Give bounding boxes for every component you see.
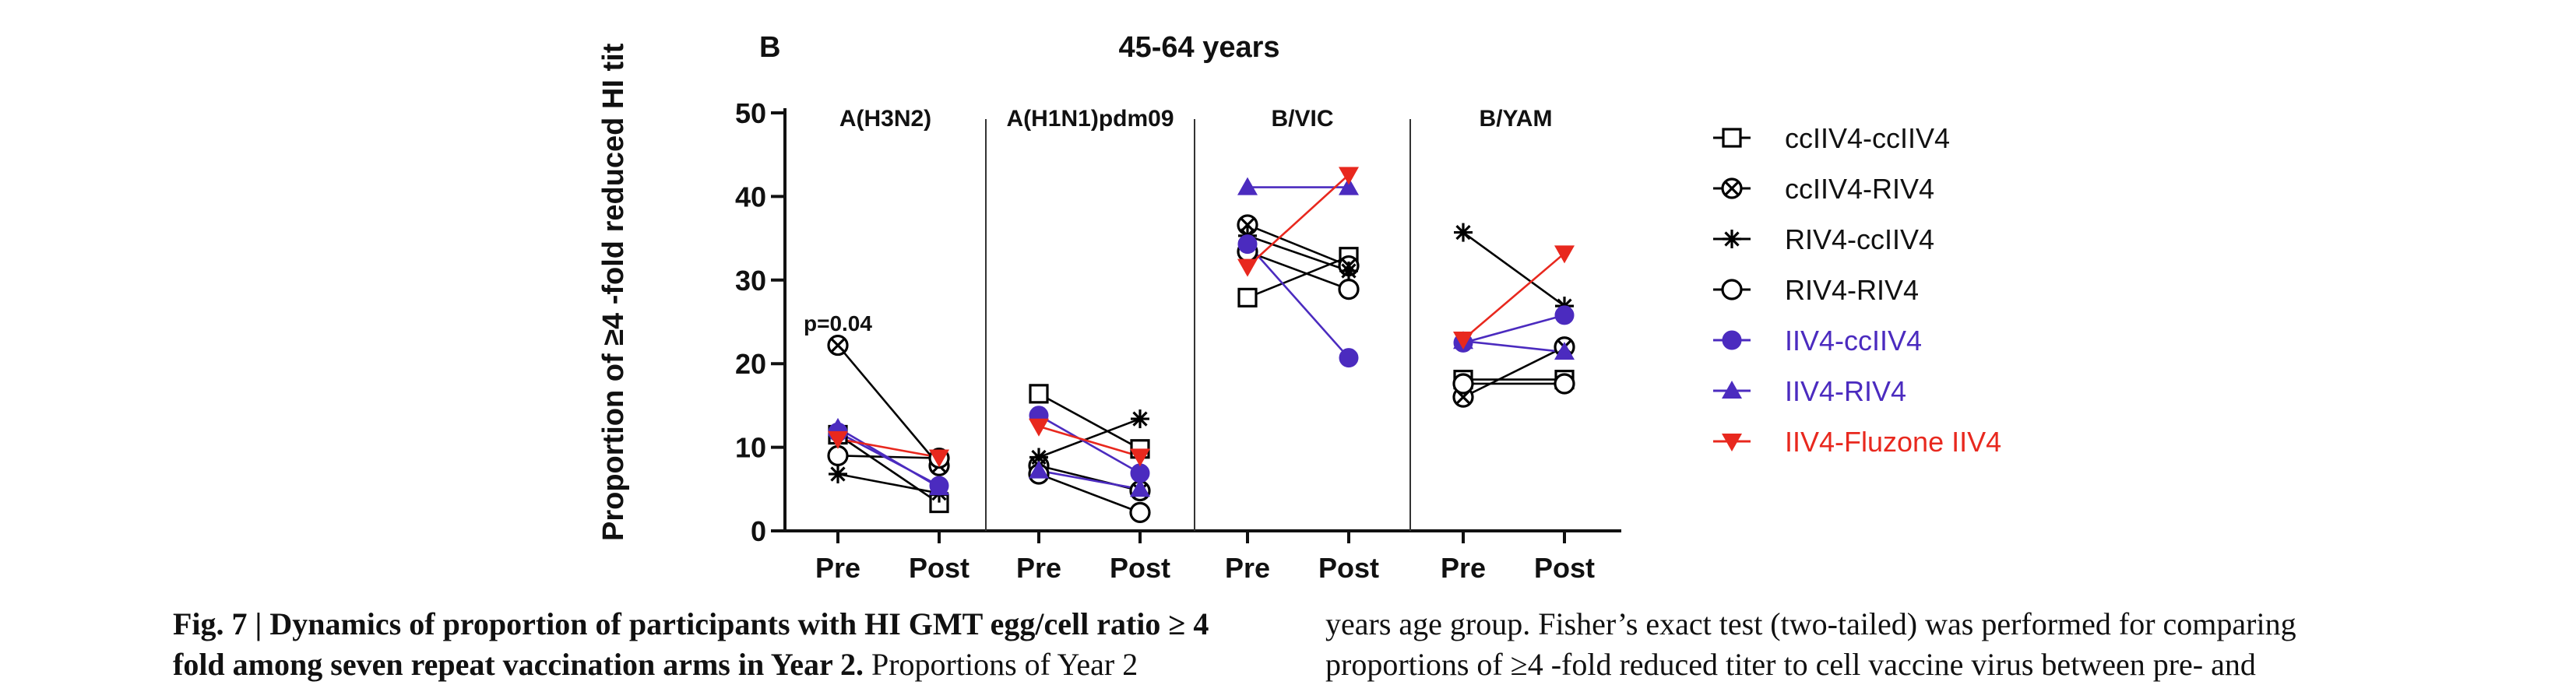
data-point — [828, 430, 848, 449]
caption-left-line2-regular: Proportions of Year 2 — [863, 647, 1138, 682]
legend-label: ccIIV4-RIV4 — [1785, 173, 1934, 205]
data-point — [1029, 384, 1049, 404]
data-point — [1339, 167, 1359, 185]
y-tick-label: 50 — [735, 97, 766, 129]
panel-title: B/YAM — [1480, 106, 1553, 132]
y-tick-label: 20 — [735, 348, 766, 380]
series-line — [1038, 425, 1141, 458]
legend-marker — [1722, 128, 1742, 148]
chart-series-layer — [827, 167, 1575, 523]
series-line — [837, 434, 940, 504]
data-point — [1339, 261, 1358, 280]
series-line — [1247, 174, 1350, 268]
series-line — [1462, 339, 1565, 353]
data-point — [1454, 223, 1473, 242]
panel-title: A(H3N2) — [839, 106, 931, 132]
caption-right: years age group. Fisher’s exact test (tw… — [1325, 604, 2296, 685]
caption-left-line1: Fig. 7 | Dynamics of proportion of parti… — [173, 606, 1209, 641]
data-point — [1453, 332, 1473, 350]
x-tick-label: Post — [1534, 552, 1595, 584]
caption-right-line1: years age group. Fisher’s exact test (tw… — [1325, 606, 2296, 641]
series-line — [1462, 346, 1565, 399]
series-line — [1247, 255, 1350, 299]
data-point — [1237, 287, 1258, 307]
series-line — [1038, 392, 1141, 450]
y-tick-label: 30 — [735, 265, 766, 297]
y-axis-label: Proportion of ≥4 -fold reduced HI tit — [597, 43, 630, 541]
x-tick-label: Pre — [1016, 552, 1061, 584]
series-line — [1038, 414, 1141, 475]
legend-label: IIV4-RIV4 — [1785, 375, 1906, 407]
caption-left: Fig. 7 | Dynamics of proportion of parti… — [173, 604, 1209, 685]
data-point — [1131, 409, 1149, 429]
data-point — [1339, 177, 1359, 195]
series-line — [1038, 472, 1141, 514]
legend-label: ccIIV4-ccIIV4 — [1785, 122, 1950, 154]
chart-axes — [771, 108, 1621, 543]
legend-label: IIV4-Fluzone IIV4 — [1785, 426, 2001, 458]
series-line — [837, 344, 940, 467]
data-point — [1029, 460, 1049, 479]
caption-left-line2-bold: fold among seven repeat vaccination arms… — [173, 647, 864, 682]
legend-marker — [1721, 177, 1743, 199]
series-line — [1462, 252, 1565, 341]
data-point — [1554, 373, 1575, 395]
panel-title: A(H1N1)pdm09 — [1006, 106, 1174, 132]
p-value-annotation: p=0.04 — [804, 311, 872, 335]
series-line — [1038, 469, 1141, 490]
data-point — [1237, 177, 1258, 195]
data-point — [1339, 348, 1359, 368]
data-point — [1237, 258, 1258, 277]
legend-marker — [1722, 330, 1742, 350]
legend-label: RIV4-RIV4 — [1785, 274, 1919, 306]
data-point — [1554, 305, 1575, 325]
data-point — [1029, 418, 1049, 437]
x-tick-label: Pre — [815, 552, 860, 584]
series-line — [1038, 417, 1141, 458]
legend-marker — [1722, 381, 1742, 399]
series-line — [1247, 243, 1350, 359]
x-tick-label: Post — [909, 552, 970, 584]
data-point — [929, 477, 949, 496]
series-line — [1247, 251, 1350, 290]
chart-text-layer: B 45-64 years Proportion of ≥4 -fold red… — [597, 31, 1595, 584]
series-line — [1462, 231, 1565, 307]
series-line — [1247, 223, 1350, 267]
series-line — [837, 427, 940, 489]
series-line — [837, 437, 940, 458]
data-point — [827, 444, 849, 466]
series-line — [1462, 314, 1565, 344]
panel-letter: B — [759, 31, 780, 64]
x-tick-label: Post — [1110, 552, 1170, 584]
legend-label: RIV4-ccIIV4 — [1785, 223, 1934, 255]
chart-legend: ccIIV4-ccIIV4 ccIIV4-RIV4 RIV4-ccIIV4 RIV4-… — [1713, 122, 2001, 458]
data-point — [1338, 279, 1360, 300]
series-line — [837, 472, 940, 494]
x-tick-label: Pre — [1441, 552, 1486, 584]
x-tick-label: Pre — [1225, 552, 1270, 584]
legend-marker — [1722, 434, 1742, 451]
data-point — [929, 449, 949, 468]
legend-marker — [1721, 279, 1743, 300]
caption-right-line2: proportions of ≥4 -fold reduced titer to… — [1325, 647, 2256, 682]
data-point — [827, 334, 849, 357]
panel-title: B/VIC — [1271, 106, 1333, 132]
y-tick-label: 10 — [735, 432, 766, 464]
legend-label: IIV4-ccIIV4 — [1785, 325, 1922, 357]
legend-marker — [1723, 230, 1741, 248]
data-point — [1130, 448, 1150, 467]
y-tick-label: 0 — [751, 515, 766, 547]
data-point — [829, 464, 847, 483]
x-tick-label: Post — [1318, 552, 1379, 584]
y-tick-label: 40 — [735, 181, 766, 213]
data-point — [1237, 234, 1258, 255]
data-point — [1554, 342, 1575, 360]
data-point — [1129, 501, 1151, 523]
data-point — [1130, 479, 1150, 497]
data-point — [1554, 245, 1575, 264]
chart-title: 45-64 years — [1118, 31, 1279, 64]
series-line — [1247, 234, 1350, 272]
data-point — [1452, 373, 1474, 395]
